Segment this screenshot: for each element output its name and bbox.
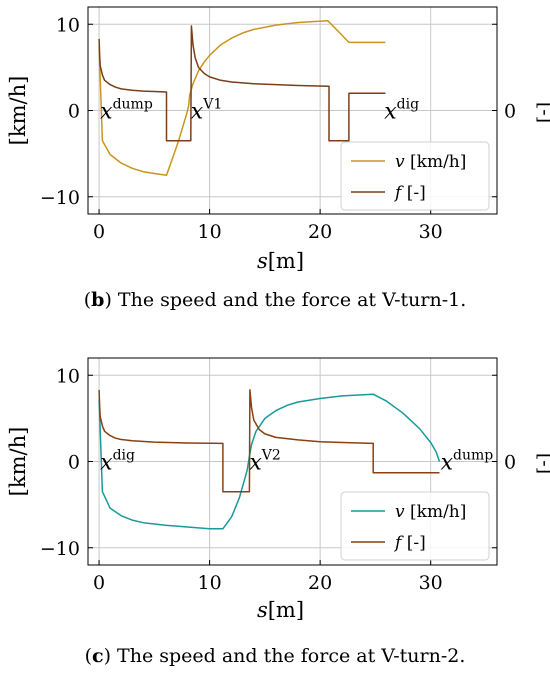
- caption-b: (b) The speed and the force at V-turn-1.: [83, 289, 467, 311]
- annotation-base: x: [191, 100, 204, 125]
- series-line-v: [98, 393, 441, 530]
- annotation-base: x: [384, 100, 397, 125]
- x-tick-label: 10: [198, 572, 222, 594]
- x-tick-label: 30: [419, 221, 443, 243]
- y-tick-label: −10: [40, 538, 80, 560]
- x-tick-label: 0: [93, 221, 105, 243]
- legend-label-v: v [km/h]: [395, 502, 466, 522]
- annotation-dig: xdig: [100, 448, 135, 476]
- right-axis-label: [-]: [534, 453, 550, 474]
- series-line-f: [98, 25, 386, 142]
- legend-label-var: f: [393, 183, 404, 203]
- series-line-v: [98, 20, 386, 176]
- right-axis-tick-label: 0: [504, 101, 516, 123]
- x-axis-label: s[m]: [257, 598, 304, 622]
- x-tick-label: 0: [93, 572, 105, 594]
- x-axis-label-unit: [m]: [268, 598, 304, 622]
- annotation-base: x: [100, 100, 113, 125]
- annotation-dig: xdig: [384, 97, 419, 125]
- annotation-sup: dig: [113, 448, 135, 464]
- legend-label-var: v: [395, 152, 405, 172]
- x-tick-label: 30: [419, 572, 443, 594]
- x-axis-label-var: s: [257, 598, 268, 622]
- y-tick-label: −10: [40, 187, 80, 209]
- caption-c: (c) The speed and the force at V-turn-2.: [84, 645, 466, 667]
- right-axis-label: [-]: [534, 102, 550, 123]
- legend-label-unit: [km/h]: [405, 502, 467, 522]
- annotation-dump: xdump: [441, 448, 494, 476]
- legend-label-unit: [-]: [401, 533, 425, 553]
- y-tick-label: 0: [68, 452, 80, 474]
- x-tick-label: 20: [308, 572, 332, 594]
- annotation-v2: xV2: [249, 448, 280, 476]
- legend-box: [340, 141, 490, 211]
- legend-label-f: f [-]: [393, 533, 426, 553]
- annotation-sup: dump: [113, 97, 153, 113]
- annotation-sup: V1: [202, 97, 222, 113]
- annotation-base: x: [100, 451, 113, 476]
- annotation-base: x: [441, 451, 454, 476]
- y-tick-label: 0: [68, 101, 80, 123]
- right-axis-tick-label: 0: [504, 452, 516, 474]
- legend-label-var: v: [395, 502, 405, 522]
- annotation-dump: xdump: [100, 97, 153, 125]
- x-axis-label-unit: [m]: [268, 249, 304, 273]
- x-axis-label: s[m]: [257, 249, 304, 273]
- legend-label-unit: [km/h]: [405, 152, 467, 172]
- y-axis-label: [km/h]: [6, 76, 30, 146]
- y-axis-label: [km/h]: [6, 427, 30, 497]
- annotation-base: x: [249, 451, 262, 476]
- legend-label-f: f [-]: [393, 183, 426, 203]
- legend-label-unit: [-]: [401, 183, 425, 203]
- series-line-f: [98, 389, 440, 493]
- annotation-sup: dig: [397, 97, 419, 113]
- legend: v [km/h]f [-]: [340, 491, 490, 561]
- annotation-v1: xV1: [191, 97, 222, 125]
- legend-label-var: f: [393, 533, 404, 553]
- y-tick-label: 10: [56, 14, 80, 36]
- annotation-sup: V2: [261, 448, 281, 464]
- x-axis-label-var: s: [257, 249, 268, 273]
- legend: v [km/h]f [-]: [340, 141, 490, 211]
- x-tick-label: 10: [198, 221, 222, 243]
- legend-label-v: v [km/h]: [395, 152, 466, 172]
- y-tick-label: 10: [56, 365, 80, 387]
- x-tick-label: 20: [308, 221, 332, 243]
- legend-box: [340, 491, 490, 561]
- annotation-sup: dump: [453, 448, 493, 464]
